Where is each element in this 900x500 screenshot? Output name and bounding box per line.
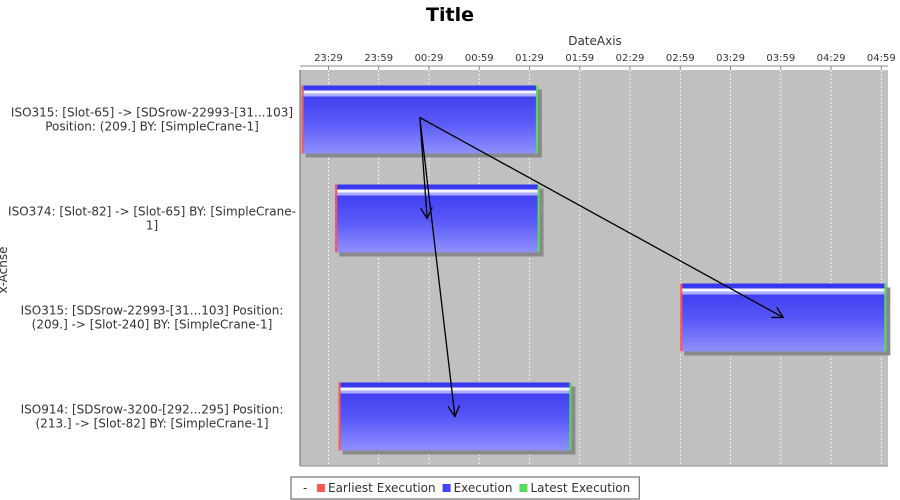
earliest-marker [335,184,338,253]
legend-item-label: Execution [454,481,513,495]
bar-highlight [335,189,540,193]
legend-prefix: - [303,481,307,495]
earliest-marker [338,382,341,451]
x-tick-label: 04:59 [867,53,896,64]
dependency-arrow [419,117,427,219]
task-labels: ISO315: [Slot-65] -> [SDSrow-22993-[31..… [8,106,296,431]
bar-highlight-soft [338,390,572,394]
legend: - Earliest Execution Execution Latest Execu… [290,476,640,500]
task-label: ISO315: [SDSrow-22993-[31...103] Positio… [21,304,284,318]
bar-highlight [301,90,538,94]
legend-swatch [317,484,325,492]
task-label: ISO374: [Slot-82] -> [Slot-65] BY: [Simp… [8,205,296,219]
task-bars [301,85,891,455]
bar-highlight-soft [301,93,538,97]
x-tick-label: 00:59 [465,53,494,64]
legend-item-label: Latest Execution [530,481,630,495]
dependency-arrow [419,117,455,417]
task-label: ISO914: [SDSrow-3200-[292...295] Positio… [21,403,284,417]
latest-marker [537,184,540,253]
bar-highlight-soft [680,291,887,295]
x-tick-label: 03:59 [766,53,795,64]
legend-swatch [442,484,451,492]
x-tick-label: 04:29 [817,53,846,64]
x-tick-label: 23:29 [314,53,343,64]
task-bar [338,382,576,455]
task-bar [335,184,544,257]
x-tick-label: 23:59 [364,53,393,64]
latest-marker [535,85,538,154]
x-tick-label: 01:59 [565,53,594,64]
x-tick-label: 02:59 [666,53,695,64]
earliest-marker [301,85,304,154]
legend-item-label: Earliest Execution [328,481,436,495]
dependency-arrow [419,116,784,318]
task-label: Position: (209.] BY: [SimpleCrane-1] [45,120,259,134]
x-axis: 23:29 23:59 00:29 00:59 01:29 01:59 02:29 02:59… [300,53,896,70]
bar-execution [335,184,540,253]
latest-marker [569,382,572,451]
x-tick-label: 03:29 [716,53,745,64]
legend-frame [290,476,640,500]
x-axis-title: DateAxis [568,34,622,48]
task-bar [680,283,891,356]
task-label: 1] [146,219,158,233]
earliest-marker [680,283,683,352]
x-tick-label: 00:29 [415,53,444,64]
task-label: ISO315: [Slot-65] -> [SDSrow-22993-[31..… [11,106,293,120]
y-axis-title: x-Achse [0,246,10,293]
chart-title: Title [426,4,474,26]
x-tick-label: 02:29 [616,53,645,64]
task-label: (209.] -> [Slot-240] BY: [SimpleCrane-1] [32,318,273,332]
bar-highlight [680,288,887,292]
legend-swatch [519,484,528,492]
task-label: (213.] -> [Slot-82] BY: [SimpleCrane-1] [36,417,269,431]
bar-highlight-soft [335,192,540,196]
x-tick-label: 01:29 [515,53,544,64]
dependency-arrows [419,116,784,417]
bar-highlight [338,387,572,391]
latest-marker [884,283,887,352]
